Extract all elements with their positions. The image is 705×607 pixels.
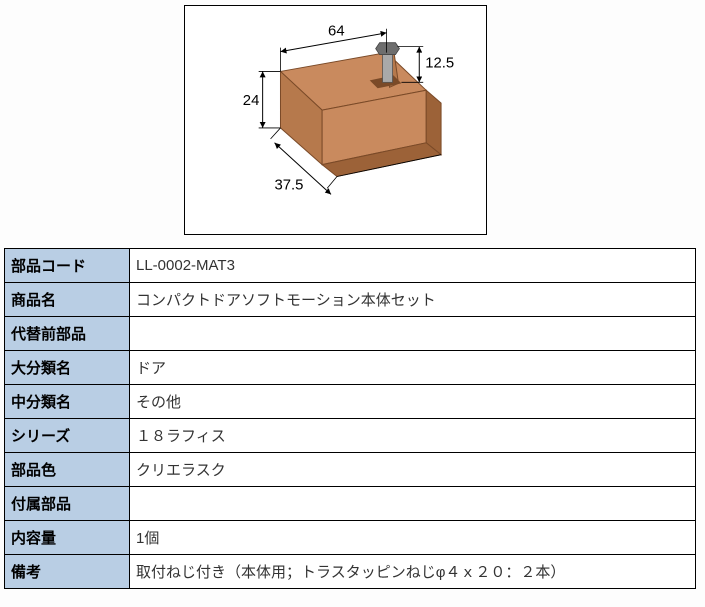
table-row: 代替前部品 (5, 317, 696, 351)
row-label: シリーズ (5, 419, 130, 453)
dimension-diagram: 64 12.5 24 37.5 (184, 5, 487, 235)
table-row: 大分類名 ドア (5, 351, 696, 385)
row-label: 代替前部品 (5, 317, 130, 351)
table-row: 部品色 クリエラスク (5, 453, 696, 487)
table-row: 付属部品 (5, 487, 696, 521)
row-value: コンパクトドアソフトモーション本体セット (130, 283, 696, 317)
row-value (130, 317, 696, 351)
row-value: クリエラスク (130, 453, 696, 487)
row-value (130, 487, 696, 521)
row-value: LL-0002-MAT3 (130, 249, 696, 283)
row-value: １８ラフィス (130, 419, 696, 453)
spec-table-body: 部品コード LL-0002-MAT3 商品名 コンパクトドアソフトモーション本体… (5, 249, 696, 589)
dim-bolt-height: 12.5 (425, 55, 454, 71)
row-label: 付属部品 (5, 487, 130, 521)
dim-base-depth: 37.5 (275, 177, 304, 193)
row-label: 内容量 (5, 521, 130, 555)
row-label: 部品コード (5, 249, 130, 283)
table-row: シリーズ １８ラフィス (5, 419, 696, 453)
row-label: 中分類名 (5, 385, 130, 419)
row-value: 1個 (130, 521, 696, 555)
row-value: ドア (130, 351, 696, 385)
table-row: 部品コード LL-0002-MAT3 (5, 249, 696, 283)
table-row: 備考 取付ねじ付き（本体用；トラスタッピンねじφ４ｘ２０：２本） (5, 555, 696, 589)
dim-top-width: 64 (328, 24, 345, 40)
row-value: 取付ねじ付き（本体用；トラスタッピンねじφ４ｘ２０：２本） (130, 555, 696, 589)
row-label: 商品名 (5, 283, 130, 317)
table-row: 中分類名 その他 (5, 385, 696, 419)
table-row: 商品名 コンパクトドアソフトモーション本体セット (5, 283, 696, 317)
row-value: その他 (130, 385, 696, 419)
table-row: 内容量 1個 (5, 521, 696, 555)
dim-height-left: 24 (243, 93, 260, 109)
row-label: 大分類名 (5, 351, 130, 385)
spec-table: 部品コード LL-0002-MAT3 商品名 コンパクトドアソフトモーション本体… (4, 248, 696, 589)
row-label: 備考 (5, 555, 130, 589)
part-drawing: 64 12.5 24 37.5 (185, 6, 486, 234)
row-label: 部品色 (5, 453, 130, 487)
